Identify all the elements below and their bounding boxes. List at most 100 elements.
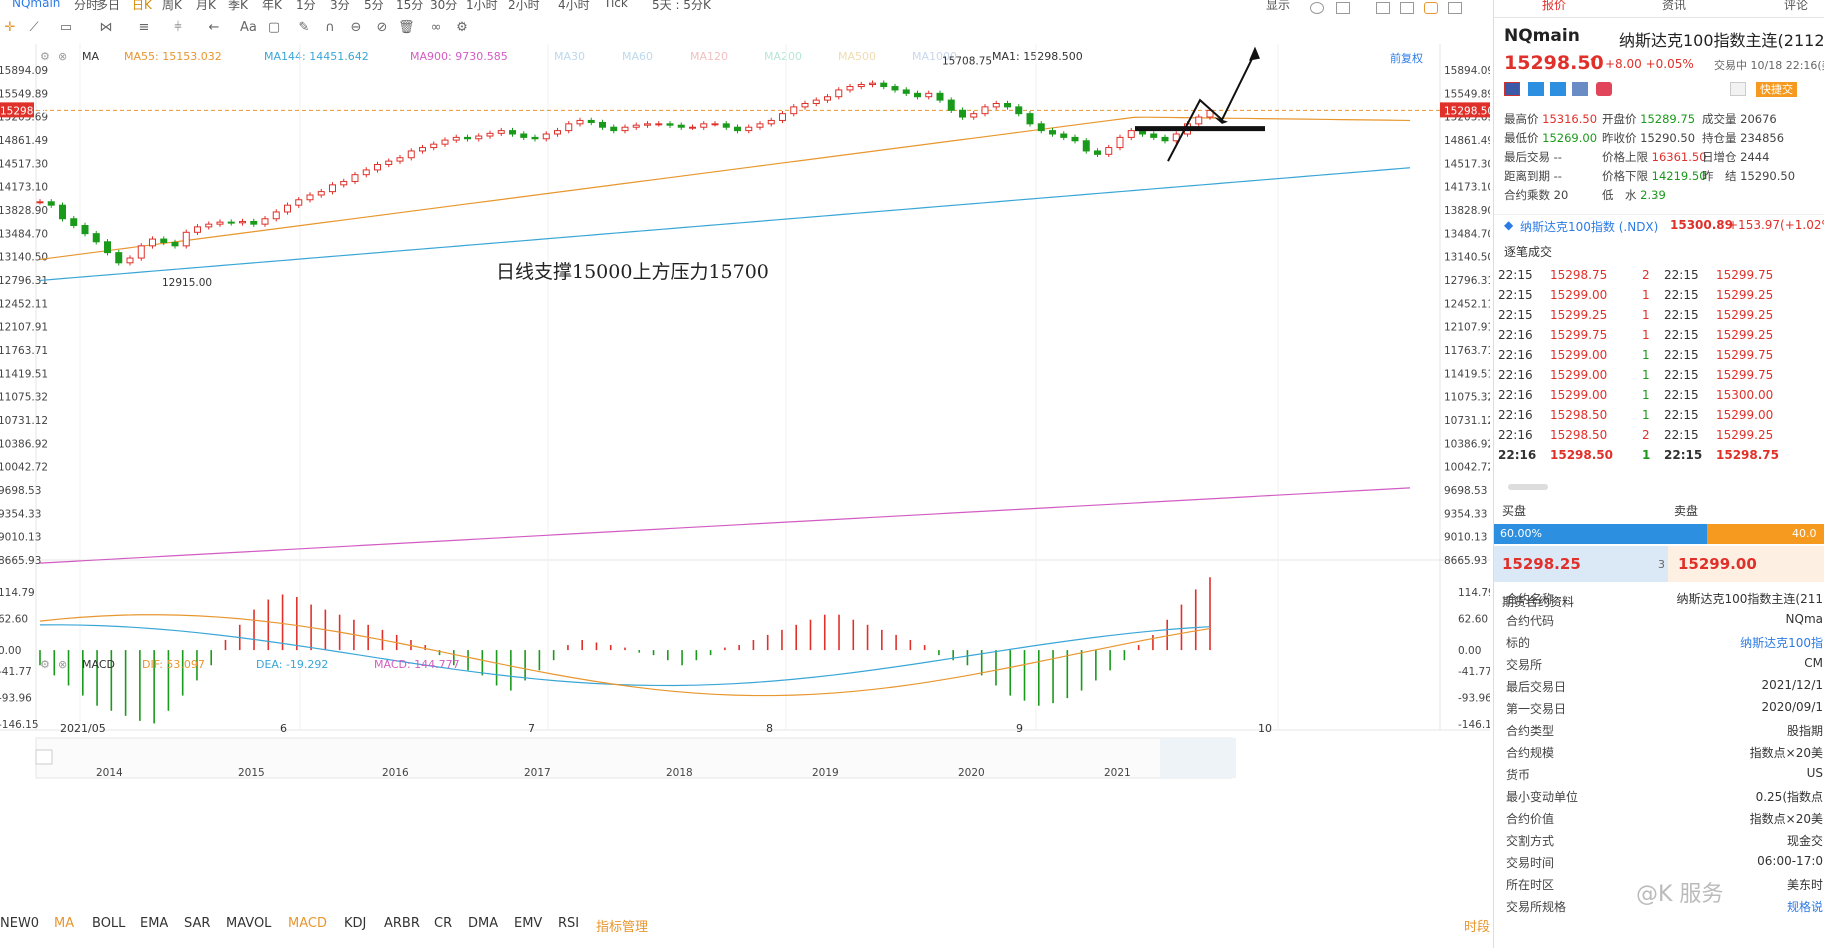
tab-timeframe-30m[interactable]: 30分 [430, 0, 458, 12]
tab-timeframe-fenshi[interactable]: 分时 [74, 0, 99, 12]
draw-icon[interactable] [1424, 2, 1438, 14]
tab-timeframe-quarterly[interactable]: 季K [228, 0, 248, 12]
quote-stat-label: 距离到期 [1504, 169, 1554, 183]
ticks-scrollbar[interactable] [1508, 484, 1548, 490]
crosshair-icon[interactable]: ✛ [4, 20, 16, 35]
alert-icon[interactable] [1550, 82, 1566, 96]
quote-stat: 最后交易 -- [1504, 149, 1562, 165]
tab-timeframe-3m[interactable]: 3分 [330, 0, 350, 12]
candle-body [1161, 136, 1169, 142]
quote-stat: 开盘价 15289.75 [1602, 111, 1695, 127]
arrow-tool-icon[interactable]: ← [208, 20, 220, 35]
settings-icon[interactable] [1310, 2, 1324, 14]
trade-icon[interactable] [1528, 82, 1544, 96]
pitchfork-tool-icon[interactable]: ⫩ [174, 20, 182, 35]
doc-icon[interactable] [1572, 82, 1588, 96]
macd-indicator-name[interactable]: MACD [82, 658, 115, 671]
tab-quote[interactable]: 报价 [1542, 0, 1567, 12]
index-name[interactable]: 纳斯达克100指数 (.NDX) [1520, 220, 1659, 234]
macd-settings-icon[interactable]: ⚙ [40, 658, 50, 671]
gear-icon[interactable]: ⚙ [456, 20, 468, 35]
quote-stat-label: 昨 结 [1702, 169, 1741, 183]
contract-value[interactable]: 规格说 [1786, 900, 1823, 914]
ind-dma[interactable]: DMA [468, 916, 499, 931]
candle-body [115, 252, 123, 264]
tick-cell: 22:15 [1664, 428, 1699, 442]
bid-box[interactable] [1494, 546, 1668, 582]
link-icon[interactable]: ∞ [430, 20, 442, 35]
tab-timeframe-15m[interactable]: 15分 [396, 0, 424, 12]
macd-close-icon[interactable]: ⊗ [58, 658, 68, 671]
ind-manage[interactable]: 指标管理 [596, 920, 649, 935]
ind-kdj[interactable]: KDJ [344, 916, 367, 931]
tab-timeframe-daily[interactable]: 日K [132, 0, 152, 12]
tab-timeframe-weekly[interactable]: 周K [162, 0, 182, 12]
line-tool-icon[interactable]: ⟋ [29, 20, 39, 35]
contract-key: 合约名称 [1506, 592, 1555, 606]
ind-rsi[interactable]: RSI [558, 916, 580, 931]
tab-timeframe-monthly[interactable]: 月K [196, 0, 216, 12]
ma-indicator-name[interactable]: MA [82, 50, 100, 63]
quick-trade-button[interactable]: 快捷交 [1756, 82, 1797, 97]
legend-close-icon[interactable]: ⊗ [58, 50, 68, 63]
edit-icon[interactable] [1400, 2, 1414, 14]
list-tool-icon[interactable]: ≡ [138, 20, 150, 35]
tab-timeframe-yearly[interactable]: 年K [262, 0, 282, 12]
tab-timeframe-1h[interactable]: 1小时 [466, 0, 498, 12]
camera-icon[interactable] [1376, 2, 1390, 14]
text-tool-icon[interactable]: Aa [240, 20, 257, 35]
tab-timeframe-5m[interactable]: 5分 [364, 0, 384, 12]
tab-timeframe-2h[interactable]: 2小时 [508, 0, 540, 12]
tab-news[interactable]: 资讯 [1662, 0, 1687, 12]
symbol-tab[interactable]: NQmain [12, 0, 61, 10]
ind-boll[interactable]: BOLL [92, 916, 126, 931]
ind-ma[interactable]: MA [54, 916, 75, 931]
pen-tool-icon[interactable]: ✎ [298, 20, 310, 35]
ind-macd[interactable]: MACD [288, 916, 327, 931]
tab-timeframe-multiday[interactable]: 多日 [96, 0, 121, 12]
tab-comments[interactable]: 评论 [1784, 0, 1809, 12]
tab-timeframe-4h[interactable]: 4小时 [558, 0, 590, 12]
contract-key: 合约价值 [1506, 812, 1555, 826]
session-button[interactable]: 时段 [1464, 920, 1491, 935]
macd-y-tick-left: 0.00 [0, 645, 21, 657]
ind-emv[interactable]: EMV [514, 916, 543, 931]
fullscreen-icon[interactable] [1448, 2, 1462, 14]
collapse-icon[interactable]: ⌃ [1652, 196, 1660, 206]
hide-icon[interactable]: ⊖ [350, 20, 362, 35]
favorite-icon[interactable] [1596, 82, 1612, 96]
ind-cr[interactable]: CR [434, 916, 453, 931]
tick-cell: 22:16 [1498, 408, 1533, 422]
trash-icon[interactable]: 🗑 [398, 20, 415, 35]
ind-new0[interactable]: NEW0 [0, 916, 40, 931]
bell-icon[interactable] [1730, 82, 1746, 96]
contract-row: 货币 US [1494, 766, 1824, 788]
ind-sar[interactable]: SAR [184, 916, 211, 931]
y-tick-left: 15894.09 [0, 65, 48, 77]
contract-value: 2020/09/1 [1761, 700, 1823, 714]
ma55-line [39, 116, 1411, 261]
comment-tool-icon[interactable]: ▢ [267, 20, 281, 35]
ind-mavol[interactable]: MAVOL [226, 916, 272, 931]
overview-navigator [35, 737, 1233, 779]
rect-tool-icon[interactable]: ▭ [59, 20, 73, 35]
tab-timeframe-1m[interactable]: 1分 [296, 0, 316, 12]
ask-box[interactable] [1668, 546, 1824, 582]
legend-settings-icon[interactable]: ⚙ [40, 50, 50, 63]
candle-body [959, 109, 966, 118]
ind-arbr[interactable]: ARBR [384, 916, 420, 931]
layout-icon[interactable] [1336, 2, 1350, 14]
contract-value[interactable]: 纳斯达克100指 [1740, 636, 1823, 650]
fib-tool-icon[interactable]: ⋈ [99, 20, 113, 35]
candle-body [227, 221, 235, 224]
candle-body [722, 123, 730, 128]
tab-timeframe-tick[interactable]: Tick [604, 0, 628, 10]
ind-ema[interactable]: EMA [140, 916, 169, 931]
magnet-icon[interactable]: ∩ [325, 20, 335, 35]
eye-off-icon[interactable]: ⊘ [376, 20, 388, 35]
display-menu[interactable]: 显示 [1266, 0, 1291, 12]
adjust-mode[interactable]: 前复权 [1390, 52, 1423, 65]
candle-body [981, 106, 989, 115]
tab-timeframe-5d[interactable]: 5天 : 5分K [652, 0, 711, 12]
